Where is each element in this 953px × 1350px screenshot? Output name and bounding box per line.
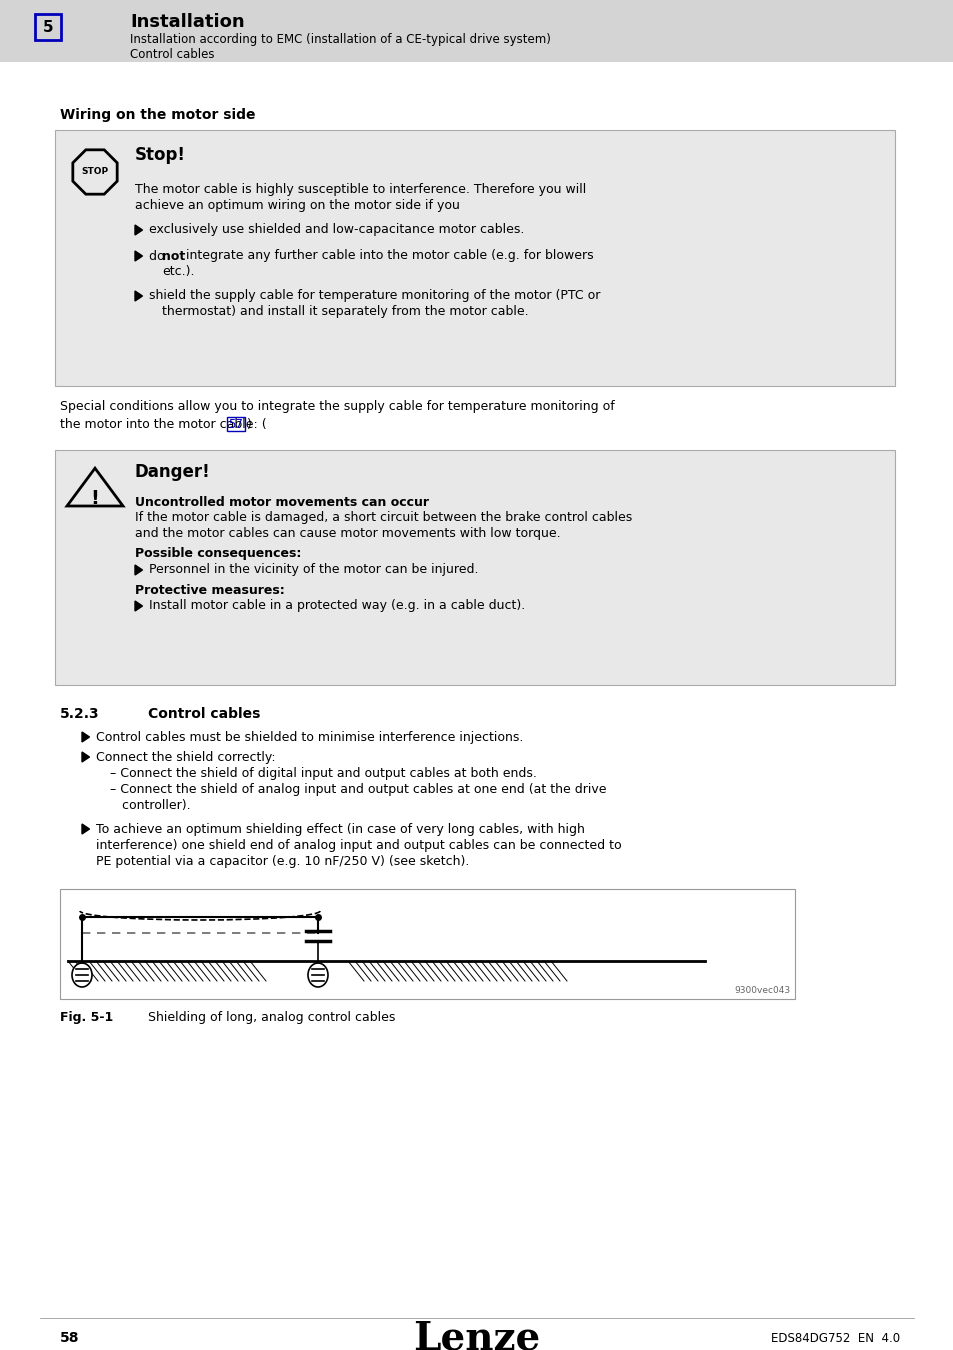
Text: and the motor cables can cause motor movements with low torque.: and the motor cables can cause motor mov… [135, 528, 560, 540]
Text: exclusively use shielded and low-capacitance motor cables.: exclusively use shielded and low-capacit… [149, 224, 524, 236]
Polygon shape [82, 752, 90, 761]
FancyBboxPatch shape [0, 0, 953, 62]
Polygon shape [135, 601, 142, 612]
Text: ): ) [247, 418, 252, 431]
Text: controller).: controller). [110, 798, 191, 811]
Text: The motor cable is highly susceptible to interference. Therefore you will: The motor cable is highly susceptible to… [135, 184, 586, 197]
Text: Shielding of long, analog control cables: Shielding of long, analog control cables [148, 1011, 395, 1023]
Text: – Connect the shield of analog input and output cables at one end (at the drive: – Connect the shield of analog input and… [110, 783, 606, 795]
Text: Control cables: Control cables [148, 707, 260, 721]
Text: If the motor cable is damaged, a short circuit between the brake control cables: If the motor cable is damaged, a short c… [135, 512, 632, 525]
Text: !: ! [91, 489, 99, 508]
Text: integrate any further cable into the motor cable (e.g. for blowers: integrate any further cable into the mot… [182, 250, 593, 262]
Text: Control cables must be shielded to minimise interference injections.: Control cables must be shielded to minim… [96, 730, 523, 744]
Text: Connect the shield correctly:: Connect the shield correctly: [96, 751, 275, 764]
Text: Wiring on the motor side: Wiring on the motor side [60, 108, 255, 122]
Text: 58: 58 [60, 1331, 79, 1345]
Polygon shape [82, 824, 90, 834]
Text: Uncontrolled motor movements can occur: Uncontrolled motor movements can occur [135, 495, 429, 509]
Text: PE potential via a capacitor (e.g. 10 nF/250 V) (see sketch).: PE potential via a capacitor (e.g. 10 nF… [96, 855, 469, 868]
Polygon shape [135, 251, 142, 261]
Text: Fig. 5-1: Fig. 5-1 [60, 1011, 113, 1023]
Text: interference) one shield end of analog input and output cables can be connected : interference) one shield end of analog i… [96, 838, 621, 852]
Text: do: do [149, 250, 169, 262]
Text: Lenze: Lenze [413, 1319, 540, 1350]
Text: Installation: Installation [130, 14, 244, 31]
Text: STOP: STOP [81, 167, 109, 177]
Text: 9300vec043: 9300vec043 [734, 986, 790, 995]
Ellipse shape [308, 963, 328, 987]
Polygon shape [135, 292, 142, 301]
Polygon shape [135, 225, 142, 235]
Text: Control cables: Control cables [130, 47, 214, 61]
Text: achieve an optimum wiring on the motor side if you: achieve an optimum wiring on the motor s… [135, 200, 459, 212]
Text: EDS84DG752  EN  4.0: EDS84DG752 EN 4.0 [770, 1331, 899, 1345]
Text: Stop!: Stop! [135, 146, 186, 163]
Polygon shape [82, 732, 90, 742]
Ellipse shape [71, 963, 91, 987]
Text: Special conditions allow you to integrate the supply cable for temperature monit: Special conditions allow you to integrat… [60, 400, 614, 413]
Text: Installation according to EMC (installation of a CE-typical drive system): Installation according to EMC (installat… [130, 34, 550, 46]
Text: Install motor cable in a protected way (e.g. in a cable duct).: Install motor cable in a protected way (… [149, 599, 525, 613]
Text: 5: 5 [43, 19, 53, 35]
Text: Possible consequences:: Possible consequences: [135, 548, 301, 560]
Text: To achieve an optimum shielding effect (in case of very long cables, with high: To achieve an optimum shielding effect (… [96, 822, 584, 836]
FancyBboxPatch shape [60, 890, 794, 999]
Text: shield the supply cable for temperature monitoring of the motor (PTC or: shield the supply cable for temperature … [149, 289, 599, 302]
Text: the motor into the motor cable: (: the motor into the motor cable: ( [60, 418, 266, 431]
Text: thermostat) and install it separately from the motor cable.: thermostat) and install it separately fr… [162, 305, 528, 319]
FancyBboxPatch shape [55, 450, 894, 684]
Text: Danger!: Danger! [135, 463, 211, 481]
Text: Personnel in the vicinity of the motor can be injured.: Personnel in the vicinity of the motor c… [149, 563, 478, 576]
Text: not: not [162, 250, 185, 262]
Text: Protective measures:: Protective measures: [135, 583, 284, 597]
Text: 57: 57 [228, 417, 243, 431]
Text: – Connect the shield of digital input and output cables at both ends.: – Connect the shield of digital input an… [110, 767, 537, 779]
FancyBboxPatch shape [55, 130, 894, 386]
Polygon shape [135, 566, 142, 575]
Text: 5.2.3: 5.2.3 [60, 707, 99, 721]
Text: etc.).: etc.). [162, 266, 194, 278]
